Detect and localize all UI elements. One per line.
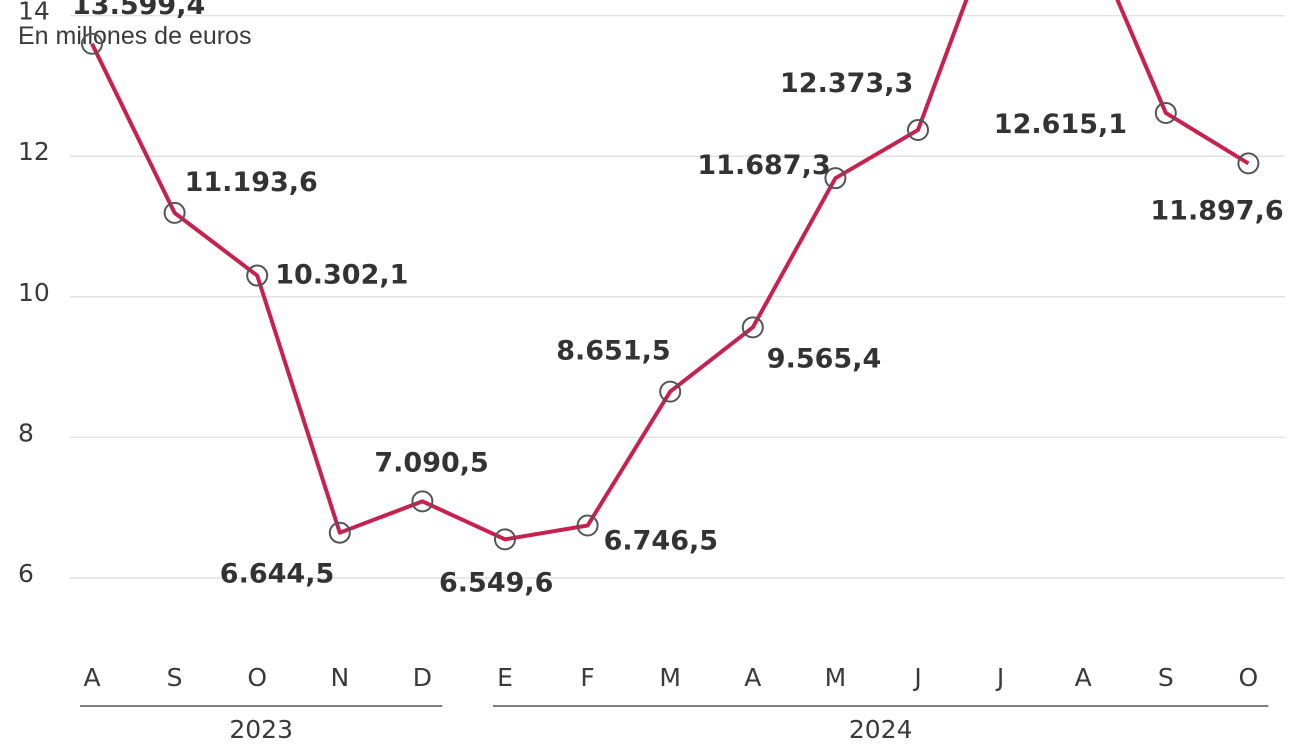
series-line [90, 0, 1250, 542]
data-label: 11.687,3 [697, 150, 830, 181]
y-tick-label: 6 [18, 559, 34, 588]
data-label: 12.373,3 [780, 68, 913, 99]
year-label: 2024 [849, 715, 913, 744]
data-label: 11.897,6 [1150, 195, 1283, 226]
x-tick-label: N [330, 663, 349, 692]
data-point-marker [494, 528, 516, 551]
data-point-marker [741, 316, 764, 339]
data-label: 7.090,5 [374, 447, 488, 478]
data-point-marker [576, 514, 599, 537]
data-label: 10.302,1 [275, 260, 408, 291]
y-tick-label: 12 [18, 137, 50, 166]
data-point-marker [1154, 101, 1177, 124]
x-tick-label: O [247, 663, 267, 692]
data-point-marker [411, 490, 434, 513]
unit-label: En millones de euros [18, 22, 252, 50]
data-label: 6.644,5 [220, 559, 334, 590]
y-tick-label: 10 [18, 278, 50, 307]
x-tick-label: E [497, 663, 513, 692]
x-tick-label: S [167, 663, 183, 692]
x-tick-label: M [659, 663, 681, 692]
y-tick-label: 8 [18, 418, 34, 447]
x-tick-label: M [825, 663, 847, 692]
x-tick-label: A [83, 663, 100, 692]
x-tick-label: J [995, 663, 1004, 692]
data-label: 11.193,6 [185, 167, 318, 198]
data-point-marker [1237, 152, 1260, 175]
data-point-marker [81, 32, 103, 55]
y-tick-label: 14 [18, 0, 50, 26]
data-point-marker [163, 201, 186, 224]
data-point-marker [328, 521, 351, 544]
data-label: 9.565,4 [767, 343, 881, 374]
data-point-marker [824, 167, 847, 190]
x-tick-label: J [912, 663, 921, 692]
data-label: 6.549,6 [439, 567, 553, 598]
x-tick-label: D [413, 663, 432, 692]
year-label: 2023 [229, 715, 293, 744]
data-label: 13.599,4 [72, 0, 205, 21]
data-label: 6.746,5 [604, 526, 718, 557]
x-tick-label: S [1158, 663, 1174, 692]
data-label: 8.651,5 [556, 336, 670, 367]
data-point-marker [659, 380, 682, 403]
x-tick-label: A [744, 663, 761, 692]
x-tick-label: F [580, 663, 594, 692]
x-tick-label: O [1239, 663, 1259, 692]
data-label: 12.615,1 [994, 109, 1127, 140]
x-tick-label: A [1075, 663, 1092, 692]
data-point-marker [907, 118, 929, 141]
data-point-marker [246, 264, 269, 287]
